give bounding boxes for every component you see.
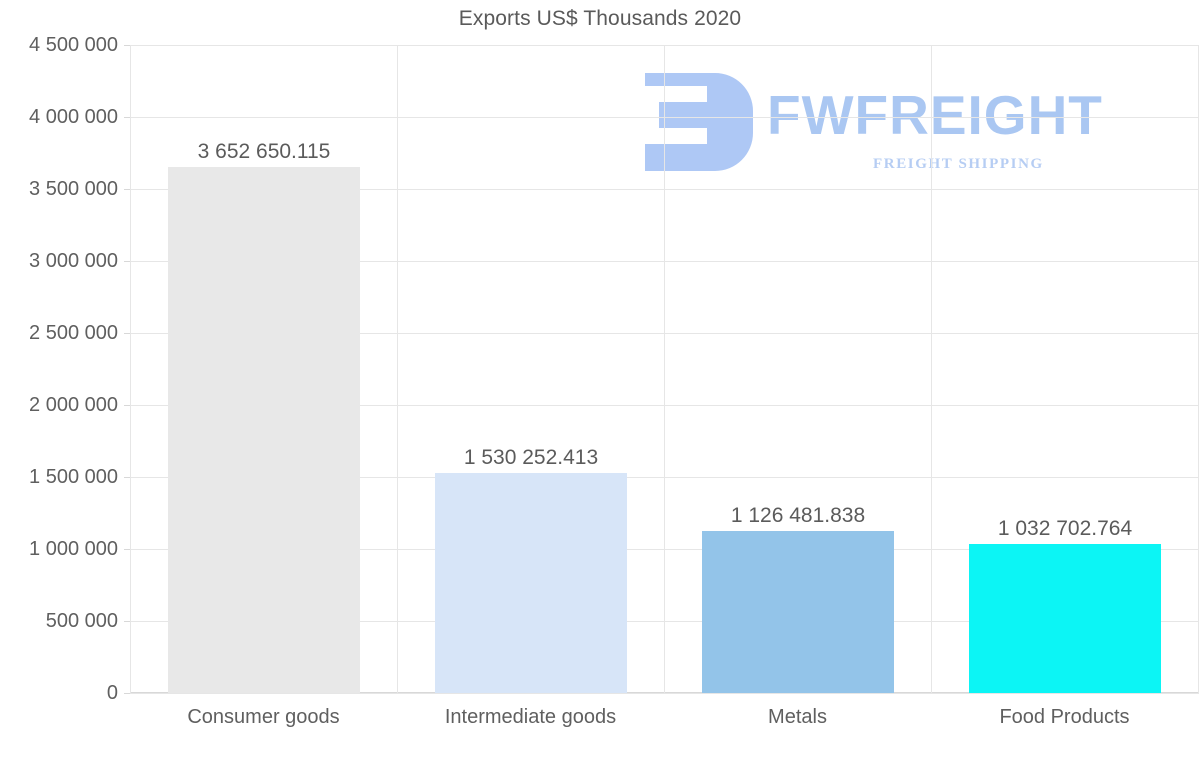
bar[interactable] <box>969 544 1161 693</box>
y-axis-tick-label: 3 000 000 <box>29 250 118 272</box>
gridline-vertical <box>664 45 665 694</box>
bar-value-label: 1 126 481.838 <box>730 503 866 527</box>
bar-value-label: 1 530 252.413 <box>463 445 599 469</box>
y-axis-tick-label: 0 <box>106 682 118 704</box>
y-axis-tick-label: 500 000 <box>45 610 118 632</box>
x-axis-tick-label: Metals <box>768 706 827 728</box>
y-axis-tick-label: 2 500 000 <box>29 322 118 344</box>
gridline-vertical <box>397 45 398 694</box>
y-axis-tick-mark <box>124 405 130 406</box>
bar[interactable] <box>168 167 360 693</box>
y-axis-tick-label: 1 500 000 <box>29 466 118 488</box>
y-axis-tick-label: 2 000 000 <box>29 394 118 416</box>
bar[interactable] <box>435 472 627 693</box>
y-axis-tick-mark <box>124 261 130 262</box>
y-axis-tick-label: 4 000 000 <box>29 106 118 128</box>
gridline-vertical <box>1198 45 1199 694</box>
plot-area: 3 652 650.115 1 530 252.413 1 126 481.838 1… <box>124 45 1199 694</box>
y-axis-tick-mark <box>124 117 130 118</box>
y-axis-tick-label: 3 500 000 <box>29 178 118 200</box>
y-axis-tick-mark <box>124 621 130 622</box>
y-axis-tick-label: 4 500 000 <box>29 34 118 56</box>
y-axis-tick-mark <box>124 189 130 190</box>
bar[interactable] <box>702 530 894 693</box>
y-axis-tick-label: 1 000 000 <box>29 538 118 560</box>
y-axis-tick-mark <box>124 477 130 478</box>
bar-value-label: 3 652 650.115 <box>197 140 331 164</box>
y-axis-tick-mark <box>124 45 130 46</box>
y-axis-tick-mark <box>124 333 130 334</box>
gridline-vertical <box>931 45 932 694</box>
chart-title: Exports US$ Thousands 2020 <box>458 7 742 30</box>
gridline-vertical <box>130 45 131 694</box>
x-axis-tick-label: Consumer goods <box>187 706 340 728</box>
bar-value-label: 1 032 702.764 <box>997 517 1133 541</box>
x-axis-tick-label: Intermediate goods <box>444 706 617 728</box>
y-axis-tick-mark <box>124 549 130 550</box>
y-axis-tick-mark <box>124 693 130 694</box>
x-axis-tick-label: Food Products <box>999 706 1130 728</box>
